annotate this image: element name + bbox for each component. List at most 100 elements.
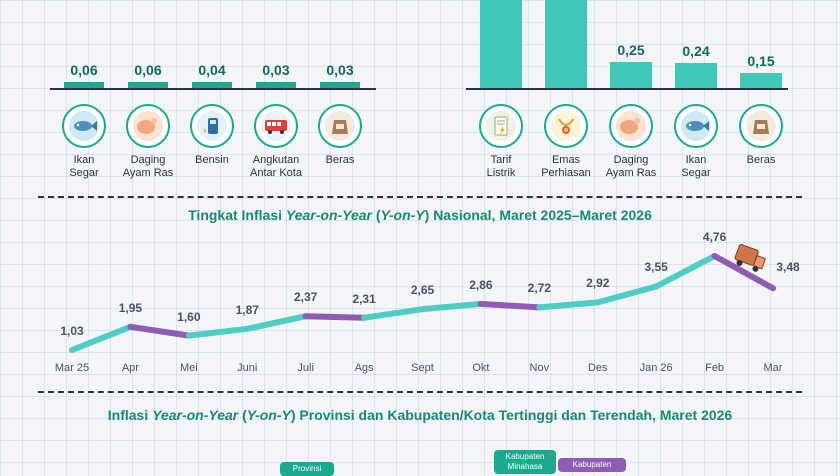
left-bar-3 bbox=[256, 82, 296, 88]
x-tick-label-7: Okt bbox=[472, 362, 490, 374]
left-bar-2 bbox=[192, 82, 232, 88]
left-item-label-line-2-0: Bensin bbox=[195, 154, 229, 166]
right-item-label-line-3-0: Ikan bbox=[685, 154, 707, 166]
yoy-chart-title: Tingkat Inflasi Year-on-Year (Y-on-Y) Na… bbox=[0, 207, 840, 223]
line-segments bbox=[69, 253, 776, 353]
left-item-label-line-3-1: Antar Kota bbox=[250, 167, 302, 179]
x-tick-label-4: Juli bbox=[297, 362, 314, 374]
right-item-label-line-2-1: Ayam Ras bbox=[605, 167, 657, 179]
x-tick-label-9: Des bbox=[587, 362, 608, 374]
delivery-truck-icon bbox=[734, 244, 766, 272]
bottom-title-mid: ( bbox=[238, 407, 247, 423]
data-label-1: 1,95 bbox=[118, 300, 143, 315]
right-bar-value-4: 0,15 bbox=[747, 53, 775, 69]
right-bar-4 bbox=[740, 73, 782, 88]
bottom-title-pre: Inflasi bbox=[107, 407, 153, 423]
data-label-3: 1,87 bbox=[235, 302, 259, 317]
bus-icon bbox=[254, 104, 298, 148]
left-bar-1 bbox=[128, 82, 168, 88]
badge-kabupaten-minahasa: Kabupaten Minahasa bbox=[494, 450, 556, 474]
x-tick-label-2: Mei bbox=[179, 362, 198, 374]
x-tick-label-1: Apr bbox=[121, 362, 139, 374]
left-item-label-line-0-0: Ikan bbox=[73, 154, 95, 166]
line-segment-4 bbox=[302, 313, 368, 321]
yoy-title-post: ) Nasional, Maret 2025–Maret 2026 bbox=[424, 207, 652, 223]
x-tick-label-6: Sept bbox=[411, 362, 434, 374]
right-item-label-line-0-0: Tarif bbox=[490, 154, 512, 166]
chicken-icon bbox=[609, 104, 653, 148]
data-label-4: 2,37 bbox=[293, 290, 318, 305]
line-segment-2 bbox=[185, 325, 251, 339]
gold-jewelry-icon bbox=[544, 104, 588, 148]
right-item-label-4: Beras bbox=[721, 154, 801, 180]
x-tick-label-3: Juni bbox=[237, 362, 258, 374]
left-baseline bbox=[50, 88, 376, 90]
data-label-5: 2,31 bbox=[352, 291, 376, 306]
data-label-12: 3,48 bbox=[776, 260, 800, 275]
x-tick-label-0: Mar 25 bbox=[54, 362, 90, 374]
fish-icon bbox=[62, 104, 106, 148]
line-segment-1 bbox=[127, 323, 192, 339]
section-divider-bottom bbox=[38, 391, 802, 393]
left-bar-0 bbox=[64, 82, 104, 88]
bottom-chart-title: Inflasi Year-on-Year (Y-on-Y) Provinsi d… bbox=[0, 407, 840, 423]
right-bar-2 bbox=[610, 62, 652, 88]
bottom-title-post: ) Provinsi dan Kabupaten/Kota Tertinggi … bbox=[290, 407, 733, 423]
right-bar-0 bbox=[480, 0, 522, 88]
right-item-label-line-3-1: Segar bbox=[681, 167, 711, 179]
left-item-label-line-1-1: Ayam Ras bbox=[122, 167, 174, 179]
line-segment-8 bbox=[536, 299, 601, 311]
bottom-title-em1: Year-on-Year bbox=[152, 407, 239, 423]
left-item-label-0: Ikan Segar bbox=[44, 154, 124, 180]
electricity-bill-icon bbox=[479, 104, 523, 148]
left-bar-value-3: 0,03 bbox=[262, 62, 290, 78]
yoy-title-pre: Tingkat Inflasi bbox=[188, 207, 286, 223]
yoy-title-mid: ( bbox=[372, 207, 381, 223]
left-bar-value-4: 0,03 bbox=[326, 62, 354, 78]
right-item-label-0: Tarif Listrik bbox=[461, 154, 541, 180]
line-segment-6 bbox=[419, 300, 484, 313]
left-bar-4 bbox=[320, 82, 360, 88]
line-segment-5 bbox=[361, 306, 426, 321]
x-tick-label-11: Feb bbox=[705, 362, 725, 374]
chicken-icon bbox=[126, 104, 170, 148]
right-item-label-1: Emas Perhiasan bbox=[526, 154, 606, 180]
right-baseline bbox=[466, 88, 788, 90]
line-segment-3 bbox=[244, 313, 309, 332]
bottom-title-em2: Y-on-Y bbox=[246, 407, 291, 423]
line-segment-7 bbox=[477, 300, 543, 311]
right-item-label-line-1-1: Perhiasan bbox=[541, 167, 591, 179]
data-label-0: 1,03 bbox=[60, 324, 84, 338]
right-item-label-3: Ikan Segar bbox=[656, 154, 736, 180]
left-item-label-4: Beras bbox=[300, 154, 380, 180]
rice-sack-icon bbox=[318, 104, 362, 148]
yoy-title-em1: Year-on-Year bbox=[285, 207, 372, 223]
line-segment-9 bbox=[594, 283, 660, 306]
data-label-8: 2,72 bbox=[527, 281, 551, 296]
section-divider-top bbox=[38, 196, 802, 198]
badge-kabupaten: Kabupaten bbox=[558, 458, 626, 472]
left-item-label-3: Angkutan Antar Kota bbox=[236, 154, 316, 180]
left-bar-value-1: 0,06 bbox=[134, 62, 162, 78]
right-item-label-line-4-0: Beras bbox=[746, 154, 776, 166]
left-item-label-2: Bensin bbox=[172, 154, 252, 180]
x-tick-label-12: Mar bbox=[763, 362, 783, 374]
right-bar-1 bbox=[545, 0, 587, 88]
data-label-7: 2,86 bbox=[469, 277, 493, 292]
left-item-label-1: Daging Ayam Ras bbox=[108, 154, 188, 180]
line-segment-10 bbox=[653, 253, 718, 290]
right-item-label-line-0-1: Listrik bbox=[486, 167, 516, 179]
x-tick-label-5: Ags bbox=[354, 362, 374, 374]
x-tick-label-8: Nov bbox=[529, 362, 550, 374]
left-item-label-line-1-0: Daging bbox=[130, 154, 166, 166]
right-bar-value-2: 0,25 bbox=[617, 42, 645, 58]
fuel-pump-icon bbox=[190, 104, 234, 148]
data-label-10: 3,55 bbox=[644, 260, 668, 275]
right-item-label-line-1-0: Emas bbox=[551, 154, 581, 166]
right-bar-3 bbox=[675, 63, 717, 88]
line-segment-0 bbox=[69, 323, 134, 353]
data-label-6: 2,65 bbox=[410, 283, 435, 298]
left-item-label-line-4-0: Beras bbox=[325, 154, 355, 166]
left-item-label-line-3-0: Angkutan bbox=[252, 154, 300, 166]
